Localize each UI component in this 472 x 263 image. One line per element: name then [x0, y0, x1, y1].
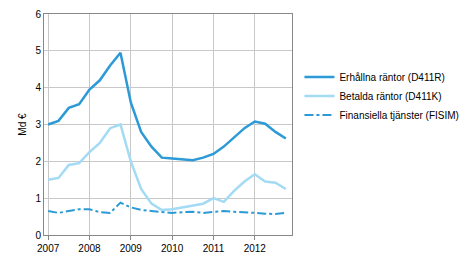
- svg-text:2: 2: [35, 156, 41, 167]
- svg-text:1: 1: [35, 193, 41, 204]
- svg-text:2012: 2012: [244, 243, 267, 254]
- svg-text:Finansiella tjänster (FISIM): Finansiella tjänster (FISIM): [339, 110, 458, 121]
- svg-text:Md €: Md €: [17, 113, 28, 136]
- svg-text:2009: 2009: [120, 243, 143, 254]
- svg-text:3: 3: [35, 119, 41, 130]
- svg-text:2010: 2010: [161, 243, 184, 254]
- svg-text:Betalda räntor (D411K): Betalda räntor (D411K): [339, 91, 441, 102]
- svg-text:6: 6: [35, 9, 41, 20]
- svg-text:2007: 2007: [37, 243, 60, 254]
- svg-text:Erhållna räntor (D411R): Erhållna räntor (D411R): [339, 72, 444, 83]
- svg-text:2011: 2011: [203, 243, 225, 254]
- svg-text:0: 0: [35, 230, 41, 241]
- svg-text:4: 4: [35, 82, 41, 93]
- svg-text:5: 5: [35, 45, 41, 56]
- svg-text:2008: 2008: [78, 243, 101, 254]
